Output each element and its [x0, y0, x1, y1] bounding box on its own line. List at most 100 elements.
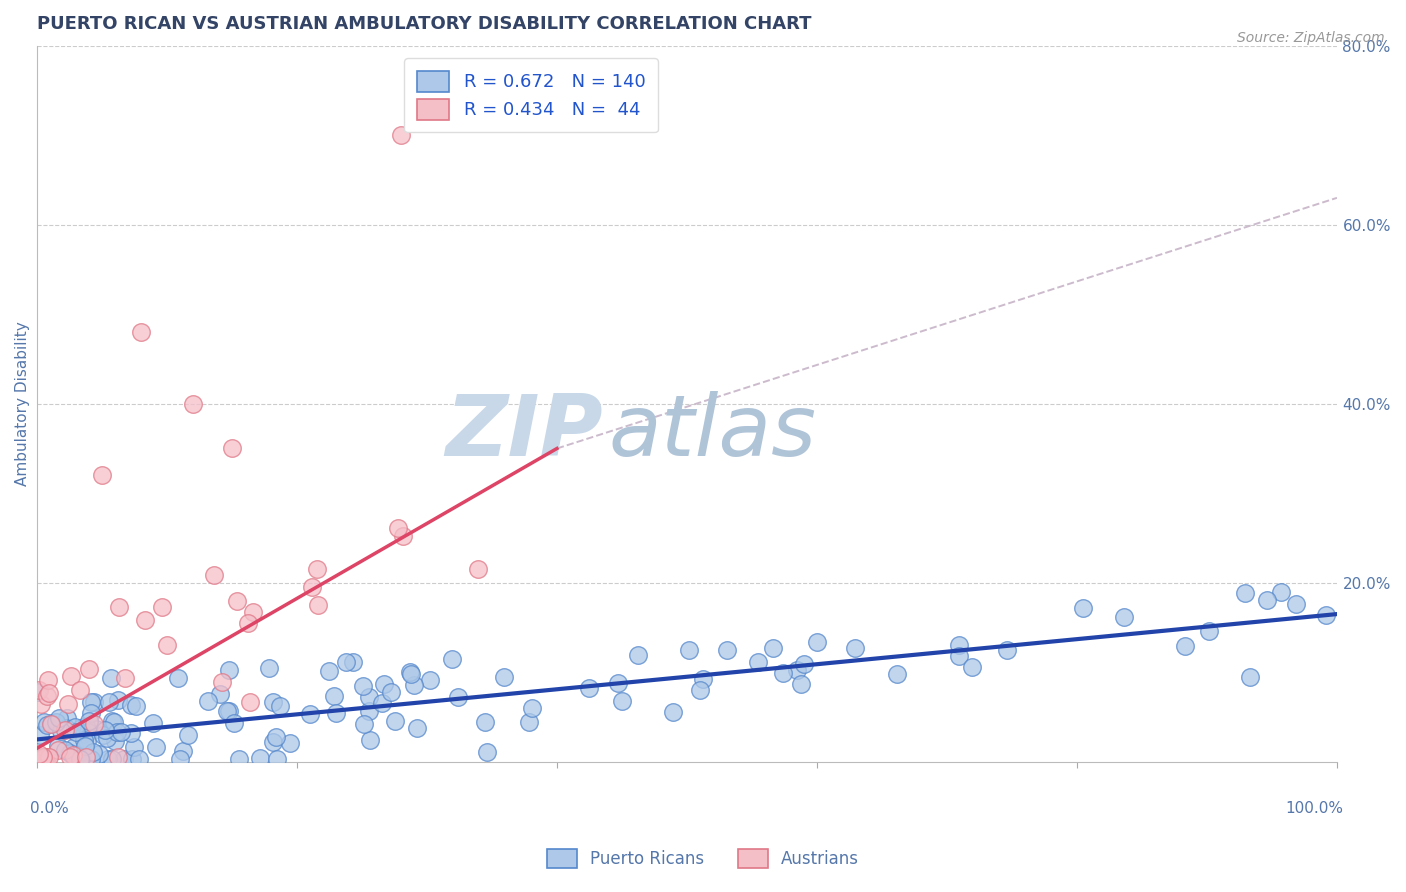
- Point: [1256, 593, 1278, 607]
- Point: [467, 562, 489, 576]
- Point: [110, 724, 132, 739]
- Point: [789, 677, 811, 691]
- Point: [786, 663, 808, 677]
- Point: [610, 693, 633, 707]
- Point: [28, 747, 51, 761]
- Point: [678, 643, 700, 657]
- Point: [56, 711, 79, 725]
- Point: [323, 689, 346, 703]
- Point: [257, 661, 280, 675]
- Point: [105, 725, 128, 739]
- Point: [380, 685, 402, 699]
- Point: [307, 562, 329, 576]
- Point: [172, 743, 194, 757]
- Point: [112, 752, 135, 766]
- Text: atlas: atlas: [609, 391, 817, 474]
- Point: [517, 714, 540, 729]
- Point: [806, 635, 828, 649]
- Point: [494, 670, 516, 684]
- Point: [65, 747, 87, 762]
- Point: [122, 739, 145, 754]
- Point: [39, 717, 62, 731]
- Point: [264, 730, 287, 744]
- Y-axis label: Ambulatory Disability: Ambulatory Disability: [15, 321, 30, 486]
- Point: [960, 660, 983, 674]
- Point: [181, 397, 204, 411]
- Point: [72, 752, 94, 766]
- Point: [38, 685, 60, 699]
- Point: [80, 752, 103, 766]
- Point: [55, 721, 77, 735]
- Point: [398, 665, 420, 679]
- Point: [70, 721, 93, 735]
- Point: [108, 600, 131, 615]
- Point: [342, 655, 364, 669]
- Point: [607, 675, 630, 690]
- Point: [107, 750, 129, 764]
- Point: [46, 742, 69, 756]
- Point: [359, 732, 381, 747]
- Point: [70, 752, 93, 766]
- Point: [211, 674, 233, 689]
- Point: [387, 521, 409, 535]
- Point: [39, 716, 62, 731]
- Point: [209, 687, 232, 701]
- Point: [384, 714, 406, 728]
- Point: [86, 722, 108, 736]
- Point: [357, 690, 380, 704]
- Point: [120, 726, 142, 740]
- Point: [357, 704, 380, 718]
- Point: [59, 750, 82, 764]
- Point: [225, 594, 247, 608]
- Point: [242, 605, 264, 619]
- Text: PUERTO RICAN VS AUSTRIAN AMBULATORY DISABILITY CORRELATION CHART: PUERTO RICAN VS AUSTRIAN AMBULATORY DISA…: [37, 15, 811, 33]
- Point: [299, 707, 322, 722]
- Point: [83, 716, 105, 731]
- Point: [474, 715, 496, 730]
- Point: [627, 648, 650, 662]
- Text: Source: ZipAtlas.com: Source: ZipAtlas.com: [1237, 31, 1385, 45]
- Point: [370, 696, 392, 710]
- Point: [716, 643, 738, 657]
- Point: [34, 749, 56, 764]
- Point: [404, 677, 426, 691]
- Point: [75, 719, 97, 733]
- Point: [65, 725, 87, 739]
- Point: [1198, 624, 1220, 638]
- Point: [239, 695, 262, 709]
- Point: [37, 673, 59, 688]
- Point: [82, 745, 104, 759]
- Point: [221, 442, 243, 456]
- Point: [59, 669, 82, 683]
- Point: [76, 733, 98, 747]
- Point: [49, 724, 72, 739]
- Point: [373, 677, 395, 691]
- Point: [301, 580, 323, 594]
- Point: [318, 665, 340, 679]
- Point: [262, 695, 284, 709]
- Point: [58, 697, 80, 711]
- Point: [32, 715, 55, 730]
- Point: [167, 672, 190, 686]
- Point: [202, 568, 225, 582]
- Point: [114, 671, 136, 685]
- Point: [96, 731, 118, 745]
- Point: [662, 705, 685, 719]
- Point: [63, 720, 86, 734]
- Point: [100, 671, 122, 685]
- Point: [269, 699, 291, 714]
- Point: [177, 728, 200, 742]
- Text: 0.0%: 0.0%: [31, 801, 69, 816]
- Point: [142, 716, 165, 731]
- Point: [53, 723, 76, 737]
- Point: [37, 750, 59, 764]
- Point: [45, 715, 67, 730]
- Point: [150, 600, 173, 615]
- Point: [1315, 607, 1337, 622]
- Point: [53, 743, 76, 757]
- Point: [145, 739, 167, 754]
- Point: [104, 734, 127, 748]
- Point: [94, 723, 117, 737]
- Point: [83, 695, 105, 709]
- Point: [222, 716, 245, 731]
